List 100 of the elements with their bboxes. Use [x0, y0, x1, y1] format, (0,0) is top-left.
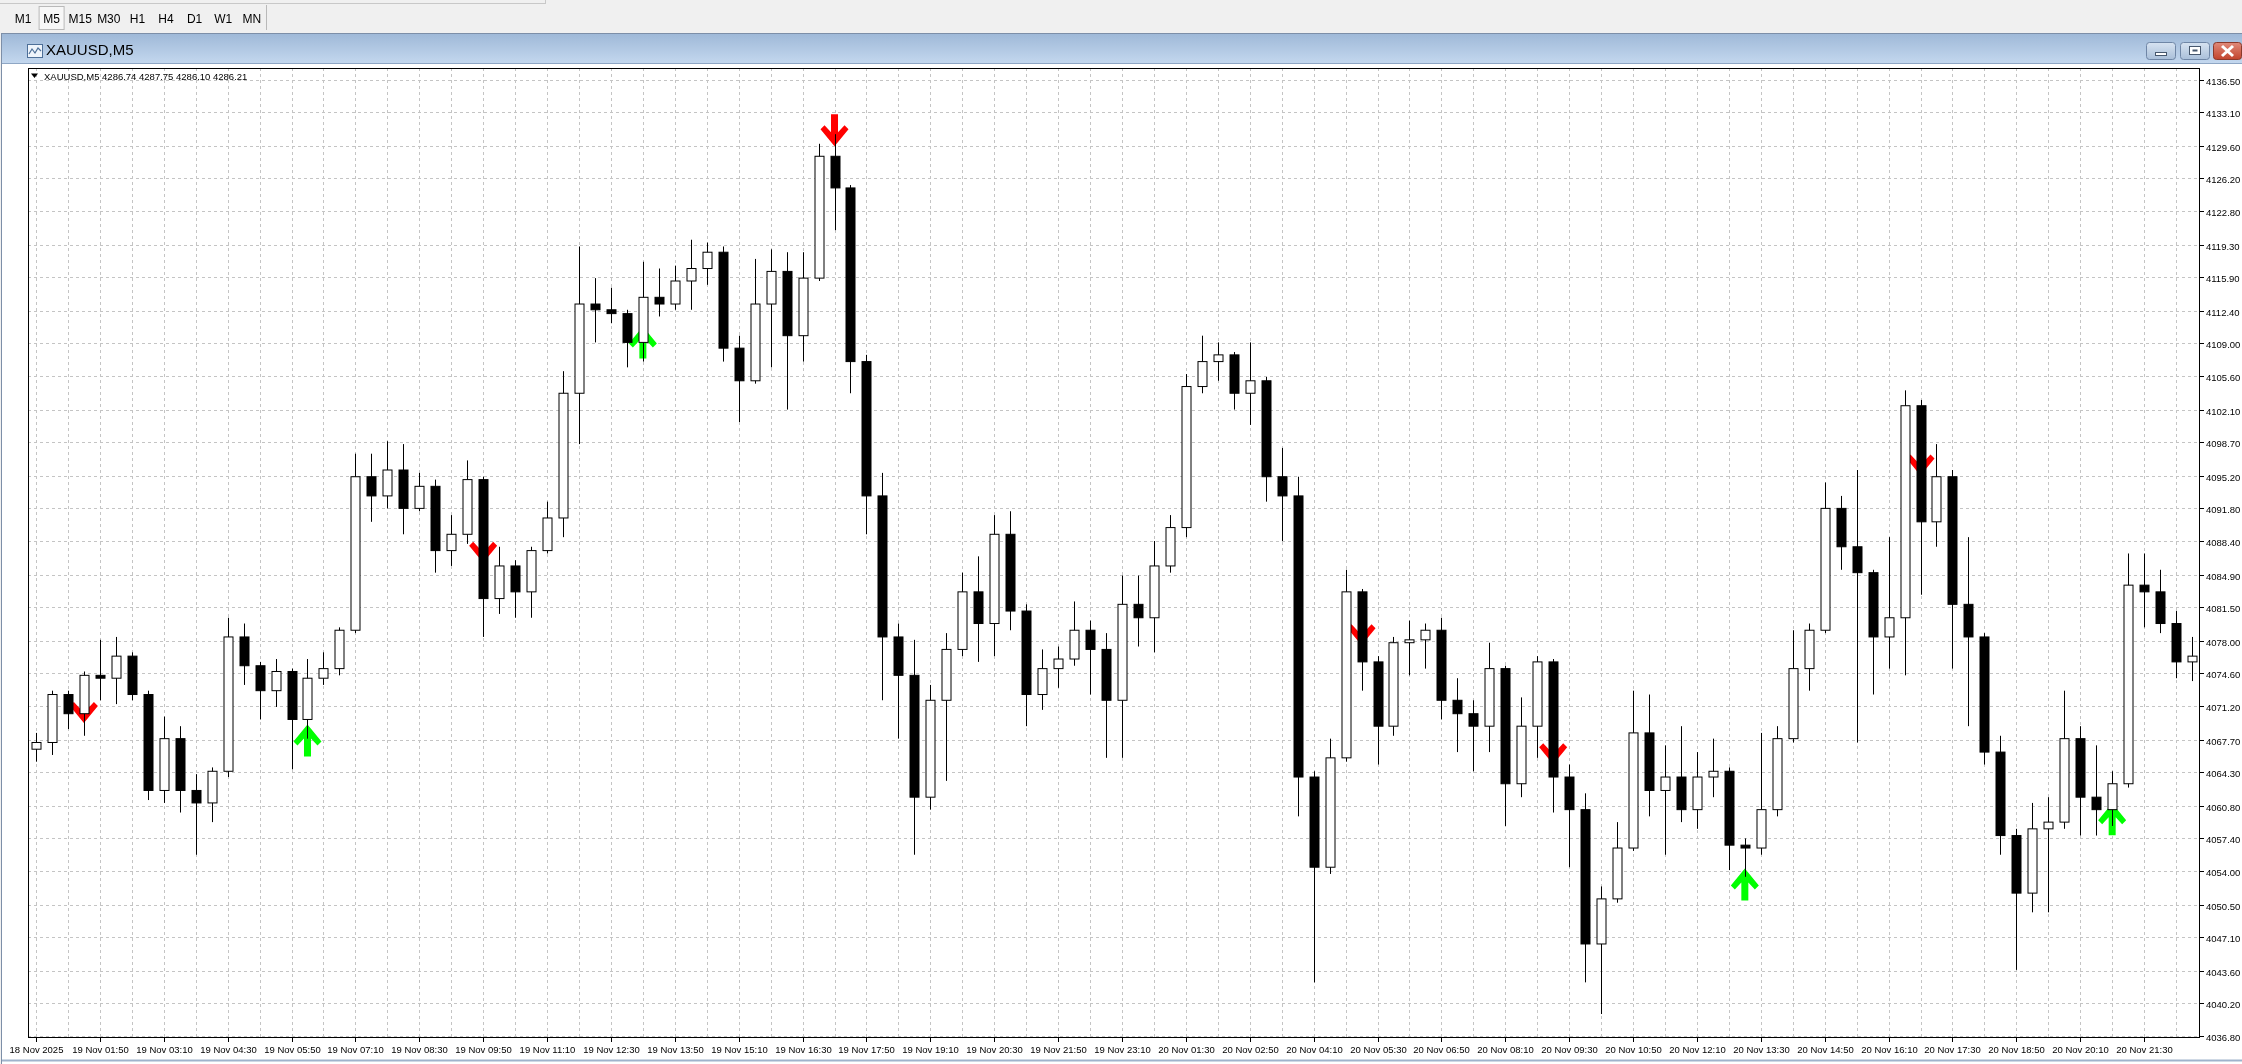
x-tick-label: 20 Nov 05:30 [1350, 1043, 1407, 1054]
y-tick-label: 4057.40 [2206, 833, 2241, 844]
candlestick [1085, 620, 1096, 696]
candlestick [2139, 552, 2150, 628]
candlestick [1053, 646, 1064, 689]
y-tick-label: 4036.80 [2206, 1031, 2241, 1042]
text: M1 [14, 12, 32, 26]
y-tick-label: 4126.20 [2206, 173, 2241, 184]
candlestick [1133, 575, 1144, 648]
x-tick-label: 20 Nov 09:30 [1541, 1043, 1598, 1054]
x-tick-label: 20 Nov 04:10 [1286, 1043, 1343, 1054]
point [820, 114, 849, 147]
y-tick-label: 4060.80 [2206, 801, 2241, 812]
candlestick [606, 287, 617, 324]
x-tick-label: 20 Nov 12:10 [1669, 1043, 1726, 1054]
y-tick-label: 4071.20 [2206, 701, 2241, 712]
candlestick [1277, 447, 1288, 542]
text: D1 [186, 12, 203, 26]
y-tick-label: 4050.50 [2206, 900, 2241, 911]
x-tick-label: 19 Nov 15:10 [711, 1043, 768, 1054]
candlestick [1468, 699, 1479, 772]
text: H4 [158, 12, 174, 26]
candlestick [654, 268, 665, 317]
candlestick [1404, 620, 1415, 676]
y-tick-label: 4112.40 [2206, 306, 2240, 317]
x-tick-label: 20 Nov 16:10 [1861, 1043, 1918, 1054]
y-tick-label: 4088.40 [2206, 536, 2241, 547]
candlestick [1245, 341, 1256, 426]
x-tick-label: 20 Nov 18:50 [1988, 1043, 2045, 1054]
y-tick-label: 4102.10 [2206, 405, 2241, 416]
candlestick [702, 242, 713, 286]
text: M5 [43, 12, 61, 26]
y-tick-label: 4136.50 [2206, 75, 2241, 86]
x-tick-label: 19 Nov 08:30 [391, 1043, 448, 1054]
x-tick-label: 20 Nov 01:30 [1158, 1043, 1215, 1054]
y-tick-label: 4047.10 [2206, 932, 2241, 943]
x-tick-label: 20 Nov 13:30 [1733, 1043, 1790, 1054]
y-tick-label: 4084.90 [2206, 570, 2241, 581]
y-tick-label: 4091.80 [2206, 503, 2241, 514]
candlestick [414, 472, 425, 512]
x-tick-label: 18 Nov 2025 [9, 1043, 64, 1054]
y-tick-label: 4067.70 [2206, 735, 2241, 746]
x-tick-label: 19 Nov 07:10 [327, 1043, 384, 1054]
x-tick-label: 19 Nov 19:10 [902, 1043, 959, 1054]
x-tick-label: 20 Nov 06:50 [1413, 1043, 1470, 1054]
text: MN [242, 12, 262, 26]
x-tick-label: 19 Nov 11:10 [519, 1043, 576, 1054]
candlestick [590, 277, 601, 343]
x-tick-label: 19 Nov 05:50 [264, 1043, 321, 1054]
x-tick-label: 19 Nov 09:50 [455, 1043, 512, 1054]
x-tick-label: 19 Nov 12:30 [583, 1043, 640, 1054]
text: M15 [68, 12, 93, 26]
candlestick [31, 732, 42, 763]
candlestick [1884, 536, 1895, 670]
y-tick-label: 4081.50 [2206, 602, 2241, 613]
candlestick [1708, 738, 1719, 798]
candlestick [446, 514, 457, 567]
x-tick-label: 19 Nov 21:50 [1030, 1043, 1087, 1054]
candlestick [318, 651, 329, 686]
y-tick-label: 4040.20 [2206, 998, 2241, 1009]
candlestick [670, 265, 681, 311]
x-tick-label: 19 Nov 16:30 [775, 1043, 832, 1054]
candlestick [366, 453, 377, 523]
x-tick-label: 19 Nov 17:50 [838, 1043, 895, 1054]
candlestick [1740, 837, 1751, 878]
x-tick-label: 20 Nov 08:10 [1477, 1043, 1534, 1054]
candlestick [1213, 341, 1224, 382]
y-tick-label: 4133.10 [2206, 107, 2241, 118]
candlestick [2091, 744, 2102, 837]
chart-title: XAUUSD,M5 [46, 40, 134, 58]
x-tick-label: 20 Nov 17:30 [1924, 1043, 1981, 1054]
candlestick [2043, 796, 2054, 913]
candlestick [1452, 677, 1463, 753]
point [1730, 868, 1759, 901]
candlestick [271, 658, 282, 708]
y-tick-label: 4122.80 [2206, 206, 2241, 217]
candlestick [95, 639, 106, 701]
y-tick-label: 4054.00 [2206, 866, 2241, 877]
text: M30 [97, 12, 121, 26]
x-tick-label: 19 Nov 04:30 [200, 1043, 257, 1054]
y-tick-label: 4115.90 [2206, 272, 2240, 283]
point [293, 724, 322, 757]
x-tick-label: 19 Nov 03:10 [136, 1043, 193, 1054]
chart-subtitle: XAUUSD,M5 4286.74 4287.75 4286.10 4286.21 [44, 70, 248, 82]
x-tick-label: 20 Nov 02:50 [1222, 1043, 1279, 1054]
x-tick-label: 19 Nov 23:10 [1094, 1043, 1151, 1054]
y-tick-label: 4064.30 [2206, 767, 2241, 778]
y-tick-label: 4129.60 [2206, 141, 2241, 152]
y-tick-label: 4043.60 [2206, 966, 2241, 977]
x-tick-label: 20 Nov 14:50 [1797, 1043, 1854, 1054]
y-tick-label: 4119.30 [2206, 240, 2240, 251]
x-tick-label: 19 Nov 13:50 [647, 1043, 704, 1054]
candlestick [1660, 744, 1671, 856]
candlestick [111, 636, 122, 705]
x-tick-label: 20 Nov 20:10 [2052, 1043, 2109, 1054]
y-tick-label: 4109.00 [2206, 338, 2241, 349]
candlestick [191, 773, 202, 856]
y-tick-label: 4098.70 [2206, 437, 2241, 448]
candlestick [686, 239, 697, 311]
text: H1 [129, 12, 146, 26]
